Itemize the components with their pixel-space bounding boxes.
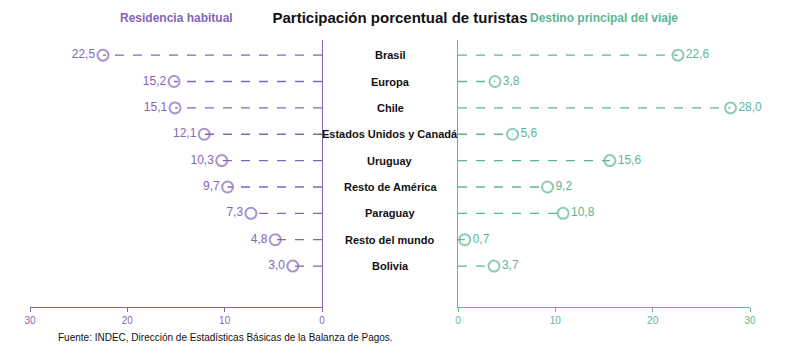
svg-text:Europa: Europa xyxy=(371,76,410,88)
svg-text:20: 20 xyxy=(647,315,659,326)
svg-text:Bolivia: Bolivia xyxy=(372,260,409,272)
svg-text:10,8: 10,8 xyxy=(571,205,595,219)
svg-text:9,7: 9,7 xyxy=(203,179,220,193)
svg-text:Chile: Chile xyxy=(377,102,404,114)
svg-text:20: 20 xyxy=(122,315,134,326)
svg-text:Estados Unidos y Canadá: Estados Unidos y Canadá xyxy=(322,128,458,140)
svg-text:Resto de América: Resto de América xyxy=(344,181,437,193)
svg-text:9,2: 9,2 xyxy=(555,179,572,193)
svg-text:15,6: 15,6 xyxy=(618,153,642,167)
svg-text:15,1: 15,1 xyxy=(144,100,168,114)
svg-text:3,7: 3,7 xyxy=(502,258,519,272)
svg-text:22,5: 22,5 xyxy=(72,47,96,61)
svg-text:Fuente: INDEC, Dirección de Es: Fuente: INDEC, Dirección de Estadísticas… xyxy=(58,332,393,343)
svg-text:30: 30 xyxy=(744,315,756,326)
svg-text:3,8: 3,8 xyxy=(503,74,520,88)
svg-text:Paraguay: Paraguay xyxy=(365,207,415,219)
svg-text:Participación porcentual de tu: Participación porcentual de turistas xyxy=(272,9,527,26)
svg-text:0: 0 xyxy=(455,315,461,326)
svg-text:5,6: 5,6 xyxy=(520,126,537,140)
svg-text:7,3: 7,3 xyxy=(226,205,243,219)
svg-text:10: 10 xyxy=(219,315,231,326)
svg-text:28,0: 28,0 xyxy=(738,100,762,114)
svg-text:22,6: 22,6 xyxy=(686,47,710,61)
svg-text:12,1: 12,1 xyxy=(173,126,197,140)
svg-text:30: 30 xyxy=(24,315,36,326)
svg-text:0,7: 0,7 xyxy=(473,232,490,246)
svg-text:15,2: 15,2 xyxy=(143,74,167,88)
svg-text:Uruguay: Uruguay xyxy=(367,155,413,167)
svg-text:10,3: 10,3 xyxy=(191,153,215,167)
svg-text:Destino principal del viaje: Destino principal del viaje xyxy=(530,11,678,25)
svg-text:10: 10 xyxy=(550,315,562,326)
svg-text:3,0: 3,0 xyxy=(268,258,285,272)
svg-text:Brasil: Brasil xyxy=(375,49,406,61)
svg-text:Resto del mundo: Resto del mundo xyxy=(345,234,435,246)
svg-text:0: 0 xyxy=(319,315,325,326)
svg-text:Residencia habitual: Residencia habitual xyxy=(120,11,233,25)
svg-text:4,8: 4,8 xyxy=(251,232,268,246)
